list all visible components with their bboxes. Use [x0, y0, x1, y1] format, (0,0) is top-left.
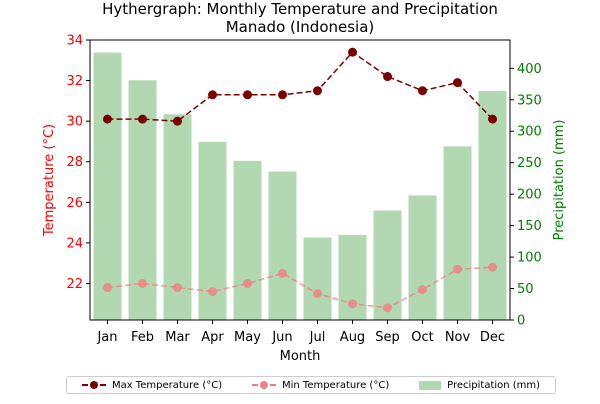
y-right-tick-label: 350 [517, 93, 542, 108]
legend-min-temp-swatch [251, 380, 276, 390]
y-right-tick-label: 300 [517, 125, 542, 140]
min-temp-point [418, 285, 427, 295]
precipitation-bar [373, 210, 402, 320]
legend-max-temp-swatch [81, 380, 106, 390]
y-left-tick-label: 34 [66, 34, 83, 49]
max-temp-point [348, 47, 357, 57]
legend-min-temp-label: Min Temperature (°C) [281, 379, 390, 391]
legend-max-temp-label: Max Temperature (°C) [111, 379, 223, 391]
x-tick-label: Apr [201, 330, 224, 345]
max-temp-point [313, 86, 322, 96]
x-tick-label: Sep [375, 330, 400, 345]
temperature-lines [103, 47, 497, 313]
legend-item-min-temp: Min Temperature (°C) [251, 379, 390, 391]
y-right-tick-label: 200 [517, 188, 542, 203]
min-temp-point [208, 287, 217, 297]
x-tick-label: Jun [271, 330, 292, 345]
x-tick-label: Nov [445, 330, 471, 345]
min-temp-point [243, 278, 252, 288]
x-tick-label: Feb [131, 330, 154, 345]
chart-legend: Max Temperature (°C) Min Temperature (°C… [66, 376, 556, 394]
min-temp-point [488, 262, 497, 272]
y-right-tick-label: 150 [517, 219, 542, 234]
y-right-tick-label: 50 [517, 282, 534, 297]
min-temp-line [107, 266, 493, 309]
y-right-tick-label: 400 [517, 62, 542, 77]
max-temp-point [138, 114, 147, 124]
precipitation-bar [233, 160, 262, 320]
max-temp-point [488, 114, 497, 124]
min-temp-point [348, 299, 357, 309]
chart-axes: 22 24 26 28 30 32 34 0 50 100 150 200 250 300 350 400 Ja… [66, 34, 541, 346]
max-temp-point [173, 116, 182, 126]
x-tick-label: Jul [309, 330, 326, 345]
min-temp-point [278, 268, 287, 278]
y-right-tick-label: 250 [517, 156, 542, 171]
max-temp-line [107, 51, 494, 122]
y-left-tick-label: 32 [66, 74, 83, 89]
max-temp-point [208, 90, 217, 100]
x-tick-label: Jan [96, 330, 117, 345]
min-temp-point [103, 283, 112, 293]
y-left-tick-label: 30 [66, 115, 83, 130]
max-temp-point [453, 78, 462, 88]
chart-title-line: Hythergraph: Monthly Temperature and Pre… [102, 0, 498, 18]
precipitation-bar [443, 146, 472, 320]
precipitation-bar [268, 171, 297, 320]
y-left-tick-label: 24 [66, 236, 83, 251]
precipitation-bar [478, 90, 507, 320]
y-left-tick-label: 28 [66, 155, 83, 170]
max-temp-point [418, 86, 427, 96]
chart-title-line: Manado (Indonesia) [226, 18, 375, 36]
y-right-tick-label: 100 [517, 251, 542, 266]
precipitation-bar [93, 52, 122, 321]
max-temp-point [103, 114, 112, 124]
y-right-tick-label: 0 [517, 314, 525, 329]
x-tick-label: Mar [165, 330, 190, 345]
legend-item-max-temp: Max Temperature (°C) [81, 379, 223, 391]
max-temp-point [243, 90, 252, 100]
min-temp-point [453, 264, 462, 274]
y-left-tick-label: 26 [66, 196, 83, 211]
y-left-tick-label: 22 [66, 277, 83, 292]
min-temp-point [313, 289, 322, 299]
x-tick-label: Aug [340, 330, 365, 345]
legend-precipitation-swatch [419, 380, 442, 390]
min-temp-point [173, 283, 182, 293]
legend-item-precipitation: Precipitation (mm) [419, 380, 540, 391]
x-tick-label: Oct [411, 330, 433, 345]
precipitation-bar [408, 195, 437, 320]
x-axis-label: Month [280, 349, 321, 364]
precipitation-bar [303, 237, 332, 320]
y-axis-left-label: Temperature (°C) [42, 124, 57, 237]
x-tick-label: May [234, 330, 261, 345]
legend-precipitation-label: Precipitation (mm) [447, 379, 541, 391]
plot-frame [89, 39, 511, 321]
max-temp-point [278, 90, 287, 100]
max-temp-point [383, 72, 392, 82]
x-tick-label: Dec [480, 330, 505, 345]
y-axis-right-label: Precipitation (mm) [552, 120, 567, 241]
chart-title: Hythergraph: Monthly Temperature and Pre… [102, 0, 498, 36]
min-temp-point [138, 278, 147, 288]
min-temp-point [383, 303, 392, 313]
